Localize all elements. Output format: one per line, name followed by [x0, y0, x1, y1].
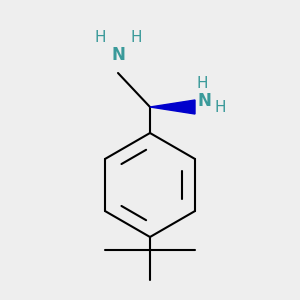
Text: H: H — [214, 100, 226, 115]
Polygon shape — [150, 100, 195, 114]
Text: H: H — [196, 76, 208, 92]
Text: N: N — [197, 92, 211, 110]
Text: N: N — [111, 46, 125, 64]
Text: H: H — [94, 31, 106, 46]
Text: H: H — [130, 31, 142, 46]
